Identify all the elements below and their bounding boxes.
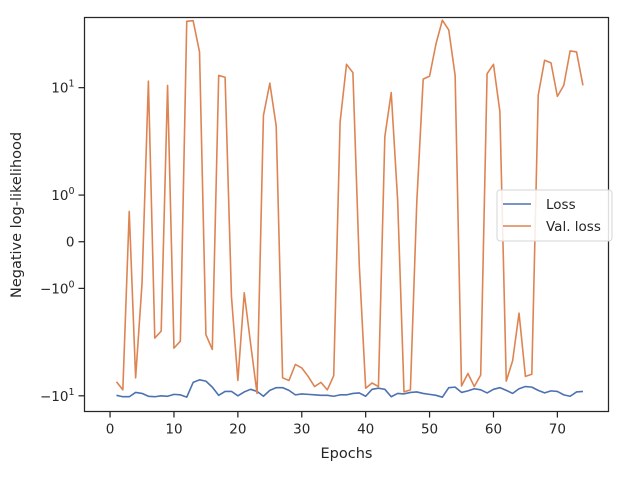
series-line-val-loss [115, 19, 584, 395]
legend-label: Val. loss [546, 219, 601, 235]
x-tick-label: 10 [165, 422, 182, 438]
lines-layer [115, 19, 584, 398]
x-tick-label: 60 [485, 422, 502, 438]
x-tick-label: 0 [106, 422, 115, 438]
y-tick-label: 100 [51, 186, 74, 204]
x-tick-label: 40 [357, 422, 374, 438]
x-tick-label: 30 [293, 422, 310, 438]
legend-label: Loss [546, 197, 576, 213]
y-tick-label: −100 [40, 279, 75, 297]
y-axis-label: Negative log-likelihood [9, 132, 25, 298]
x-axis-label: Epochs [321, 446, 373, 462]
x-tick-label: 20 [229, 422, 246, 438]
legend-box [496, 189, 613, 242]
y-tick-label: 101 [51, 79, 74, 97]
x-tick-label: 50 [421, 422, 438, 438]
y-axis-ticks: −101 −100 0 100 101 [40, 79, 85, 405]
x-axis-ticks: 0 10 20 30 40 50 60 70 [106, 411, 566, 438]
legend: Loss Val. loss [496, 189, 613, 242]
y-tick-label: −101 [40, 387, 75, 405]
series-line-loss [116, 379, 584, 398]
y-tick-label: 0 [66, 235, 75, 251]
x-tick-label: 70 [549, 422, 566, 438]
